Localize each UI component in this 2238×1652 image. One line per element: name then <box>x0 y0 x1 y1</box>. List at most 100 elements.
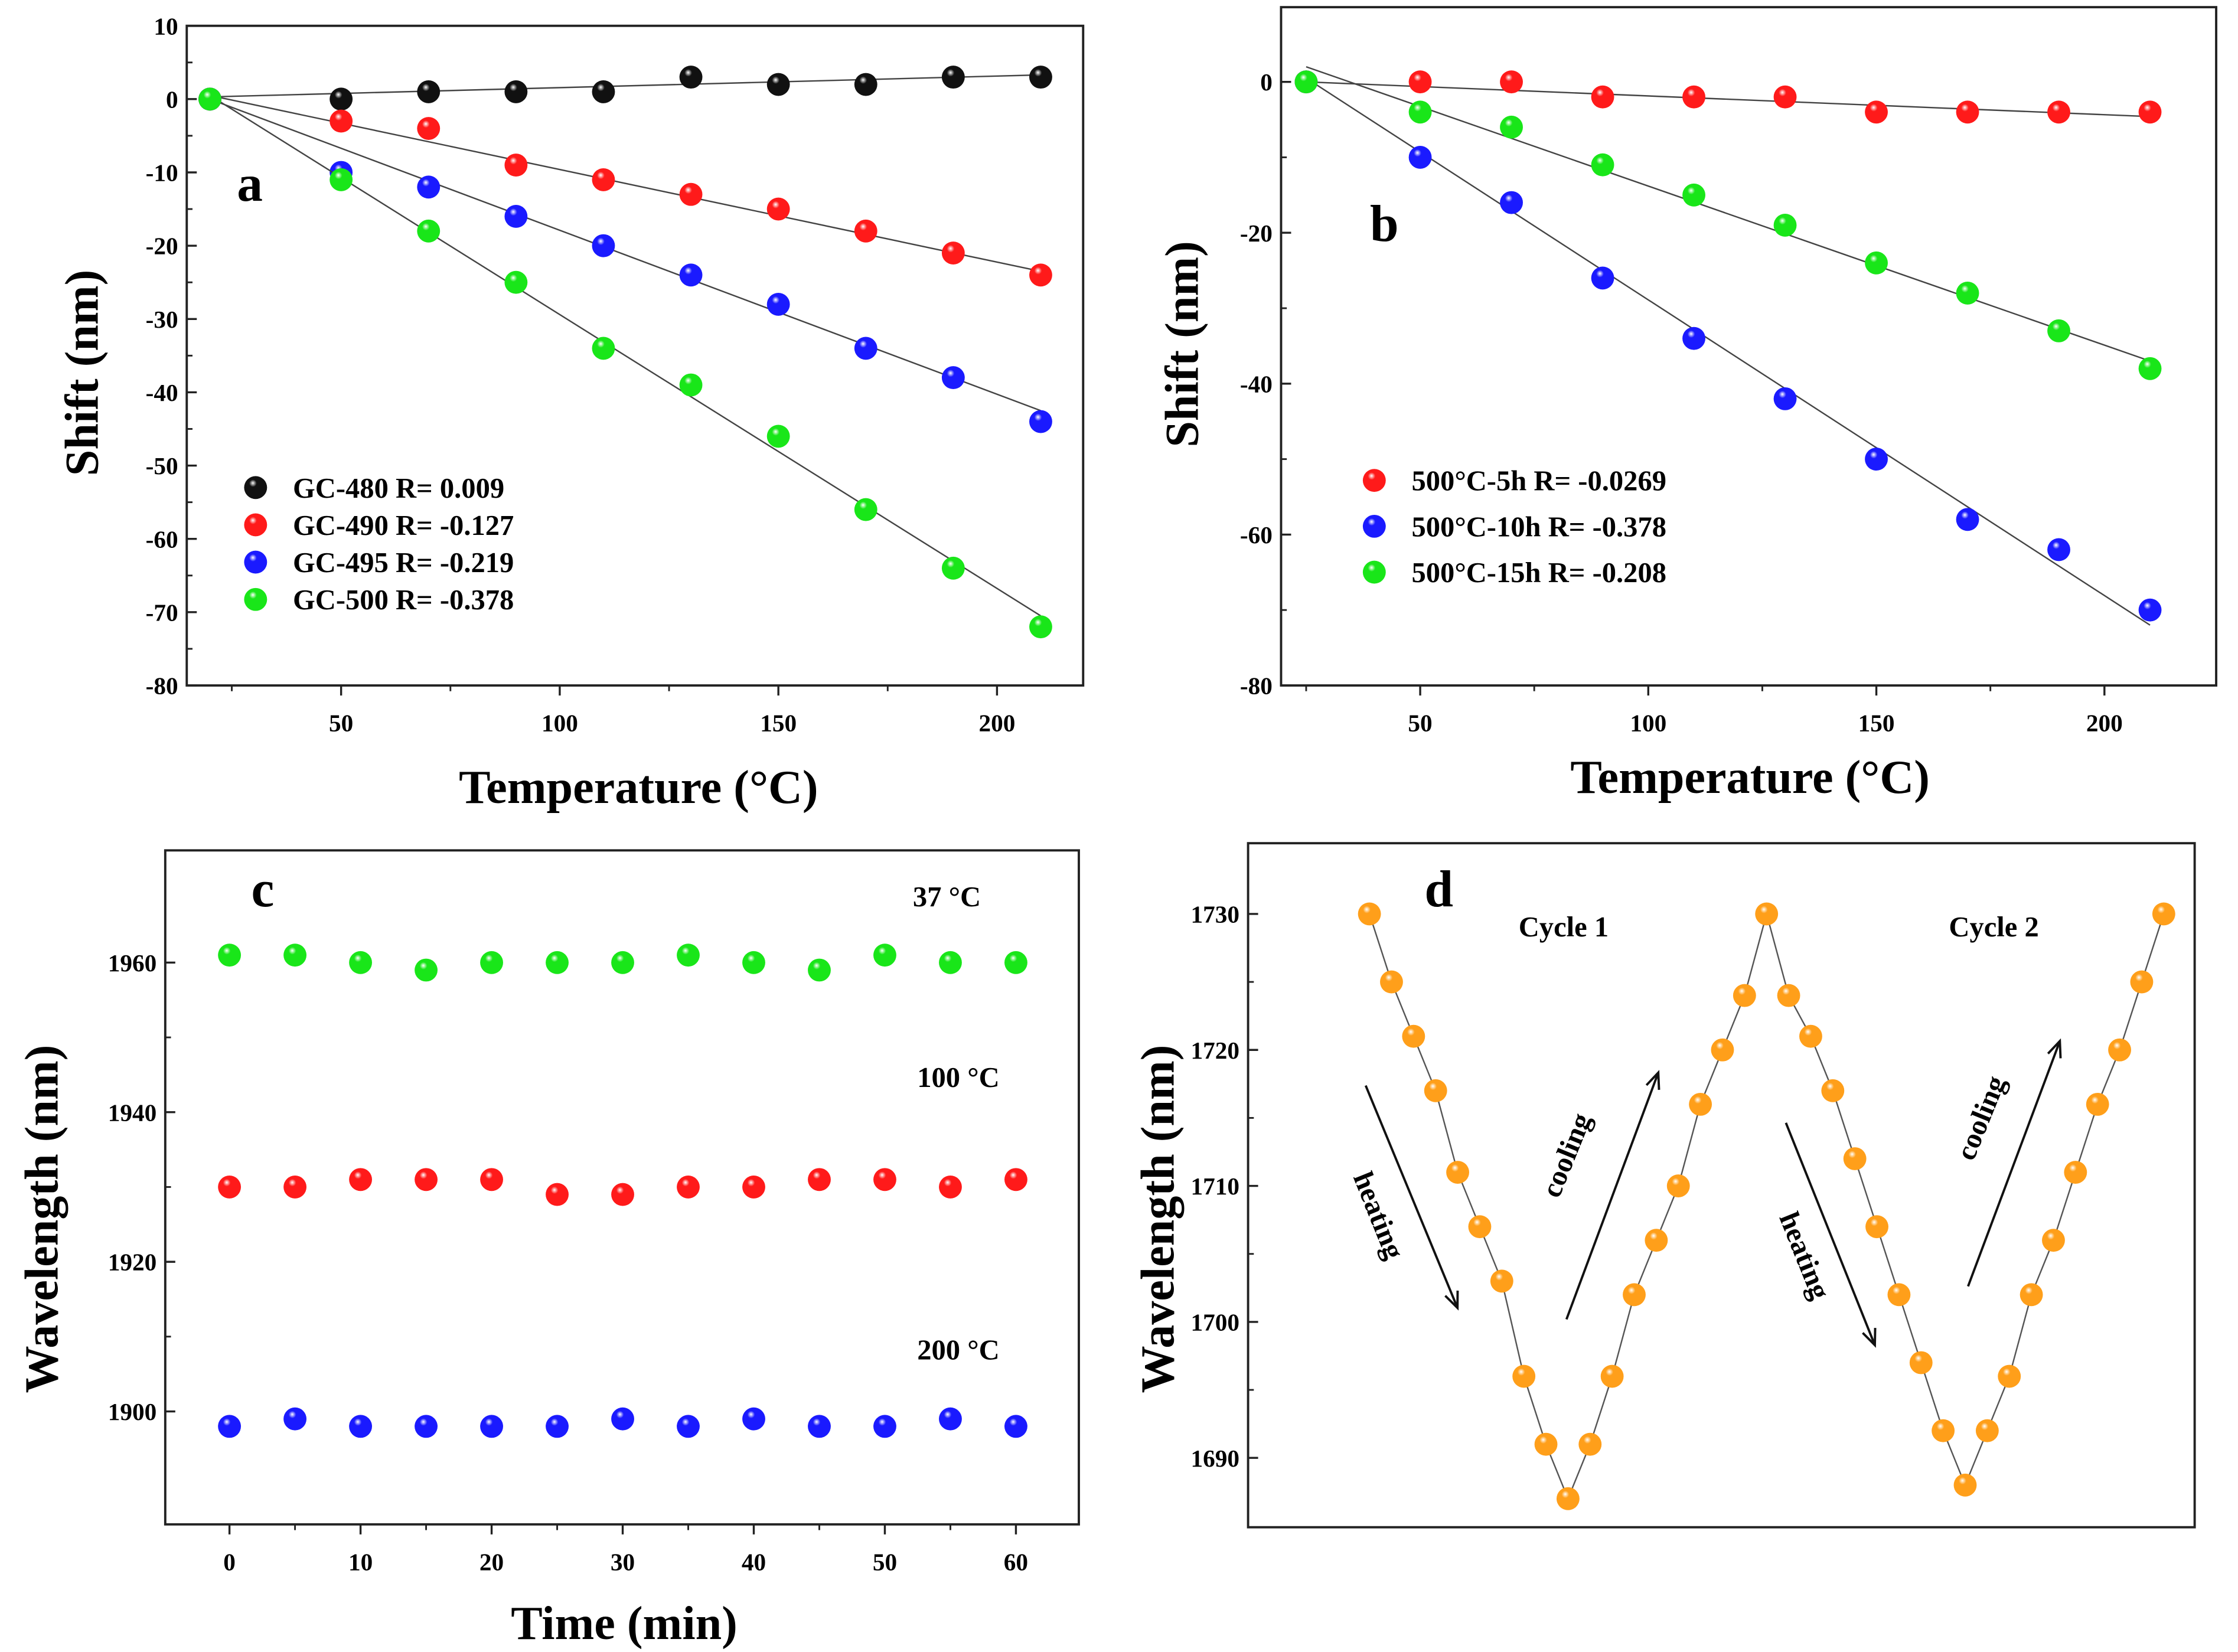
data-point <box>1424 1079 1447 1102</box>
cooling-arrow-2 <box>1967 1040 2061 1287</box>
data-point <box>1865 100 1888 124</box>
data-point <box>1773 85 1797 109</box>
heating-label-2: heating <box>1773 1207 1836 1304</box>
data-point <box>218 1175 242 1199</box>
legend-label: 500°C-5h R= -0.0269 <box>1411 465 1666 497</box>
data-point <box>592 234 615 257</box>
panel-b: 0 -20 -40 -60 -80 50 100 150 200 b Temperature (°C… <box>1157 6 2217 804</box>
y-tick-label: 1940 <box>108 1099 157 1126</box>
data-point <box>2020 1283 2043 1307</box>
data-point <box>417 80 441 103</box>
data-point <box>611 1407 634 1431</box>
x-tick-label: 200 <box>978 710 1015 737</box>
data-point <box>592 80 615 103</box>
data-point <box>1975 1419 1999 1442</box>
data-point <box>677 1175 700 1199</box>
y-tick-label: -40 <box>1240 370 1273 397</box>
series-0 <box>218 943 1027 982</box>
heating-arrow-1 <box>1364 1085 1459 1308</box>
data-point <box>1682 327 1705 350</box>
data-point <box>1029 410 1052 433</box>
y-tick-label: 1920 <box>108 1249 157 1276</box>
plot-frame <box>1247 842 2196 1529</box>
y-tick-label: 1700 <box>1190 1308 1239 1336</box>
data-point <box>2086 1092 2109 1116</box>
data-point <box>1777 984 1800 1007</box>
series-1 <box>218 1168 1027 1206</box>
y-axis-label: Shift (nm) <box>1157 241 1209 448</box>
data-point <box>808 958 831 982</box>
cycle-2-label: Cycle 2 <box>1949 911 2038 943</box>
series-0 <box>198 66 1052 111</box>
data-point <box>480 951 503 974</box>
data-point <box>415 958 438 982</box>
data-point <box>1500 70 1523 94</box>
data-point <box>1821 1079 1845 1102</box>
legend-label: GC-500 R= -0.378 <box>293 584 514 616</box>
data-point <box>2042 1229 2065 1252</box>
cycle-1-label: Cycle 1 <box>1519 911 1609 943</box>
heating-label-1: heating <box>1347 1167 1411 1264</box>
x-axis-label: Time (min) <box>511 1598 738 1650</box>
data-point <box>941 241 965 265</box>
y-tick-label: -20 <box>1240 220 1273 247</box>
x-tick-label: 50 <box>329 710 353 737</box>
y-tick-label: -10 <box>146 159 178 187</box>
legend-label: 500°C-15h R= -0.208 <box>1411 557 1666 589</box>
data-point <box>504 205 528 228</box>
data-point <box>1294 70 1318 94</box>
data-point <box>1591 266 1614 290</box>
series-label: 37 °C <box>913 881 981 913</box>
cooling-label-1: cooling <box>1535 1109 1598 1202</box>
data-point <box>854 219 877 243</box>
data-point <box>1591 153 1614 177</box>
x-tick-label: 60 <box>1004 1549 1028 1576</box>
x-tick-label: 40 <box>742 1549 766 1576</box>
series-label: 200 °C <box>917 1334 999 1366</box>
legend-label: GC-480 R= 0.009 <box>293 472 504 504</box>
y-tick-label: -70 <box>146 599 178 626</box>
data-point <box>417 117 441 140</box>
data-point <box>1029 615 1052 639</box>
legend-marker <box>1362 469 1386 492</box>
data-point <box>1773 387 1797 410</box>
series-3 <box>198 87 1052 639</box>
cooling-label-2: cooling <box>1950 1071 2012 1164</box>
series-2 <box>198 87 1052 433</box>
data-point <box>283 1175 307 1199</box>
data-point <box>2138 357 2162 380</box>
fit-line <box>1306 77 2151 626</box>
x-tick-label: 20 <box>479 1549 504 1576</box>
series-line <box>1368 911 2165 1501</box>
data-point <box>1773 214 1797 237</box>
data-point <box>1408 70 1432 94</box>
y-tick-label: 0 <box>1260 68 1273 96</box>
data-point <box>677 943 700 967</box>
data-point <box>283 943 307 967</box>
panel-c: 1900 1920 1940 1960 0 10 20 30 40 50 60 c Time (min)… <box>17 849 1080 1650</box>
x-tick-label: 0 <box>223 1549 236 1576</box>
data-point <box>1380 970 1403 994</box>
data-point <box>2138 100 2162 124</box>
data-point <box>766 197 790 221</box>
data-point <box>1029 66 1052 89</box>
data-point <box>611 951 634 974</box>
data-point <box>854 337 877 360</box>
data-point <box>939 951 962 974</box>
data-point <box>766 293 790 316</box>
data-point <box>1799 1024 1822 1048</box>
y-tick-label: -40 <box>146 379 178 406</box>
data-point <box>1512 1364 1536 1388</box>
data-point <box>329 87 353 111</box>
legend-marker <box>244 513 267 537</box>
data-point <box>611 1183 634 1206</box>
plot-frame <box>1280 6 2217 687</box>
data-point <box>349 1415 373 1438</box>
data-point <box>2047 319 2070 342</box>
data-point <box>1689 1092 1712 1116</box>
data-point <box>1956 100 1979 124</box>
panel-label: a <box>237 155 263 212</box>
legend-marker <box>244 587 267 611</box>
data-point <box>1956 508 1979 531</box>
